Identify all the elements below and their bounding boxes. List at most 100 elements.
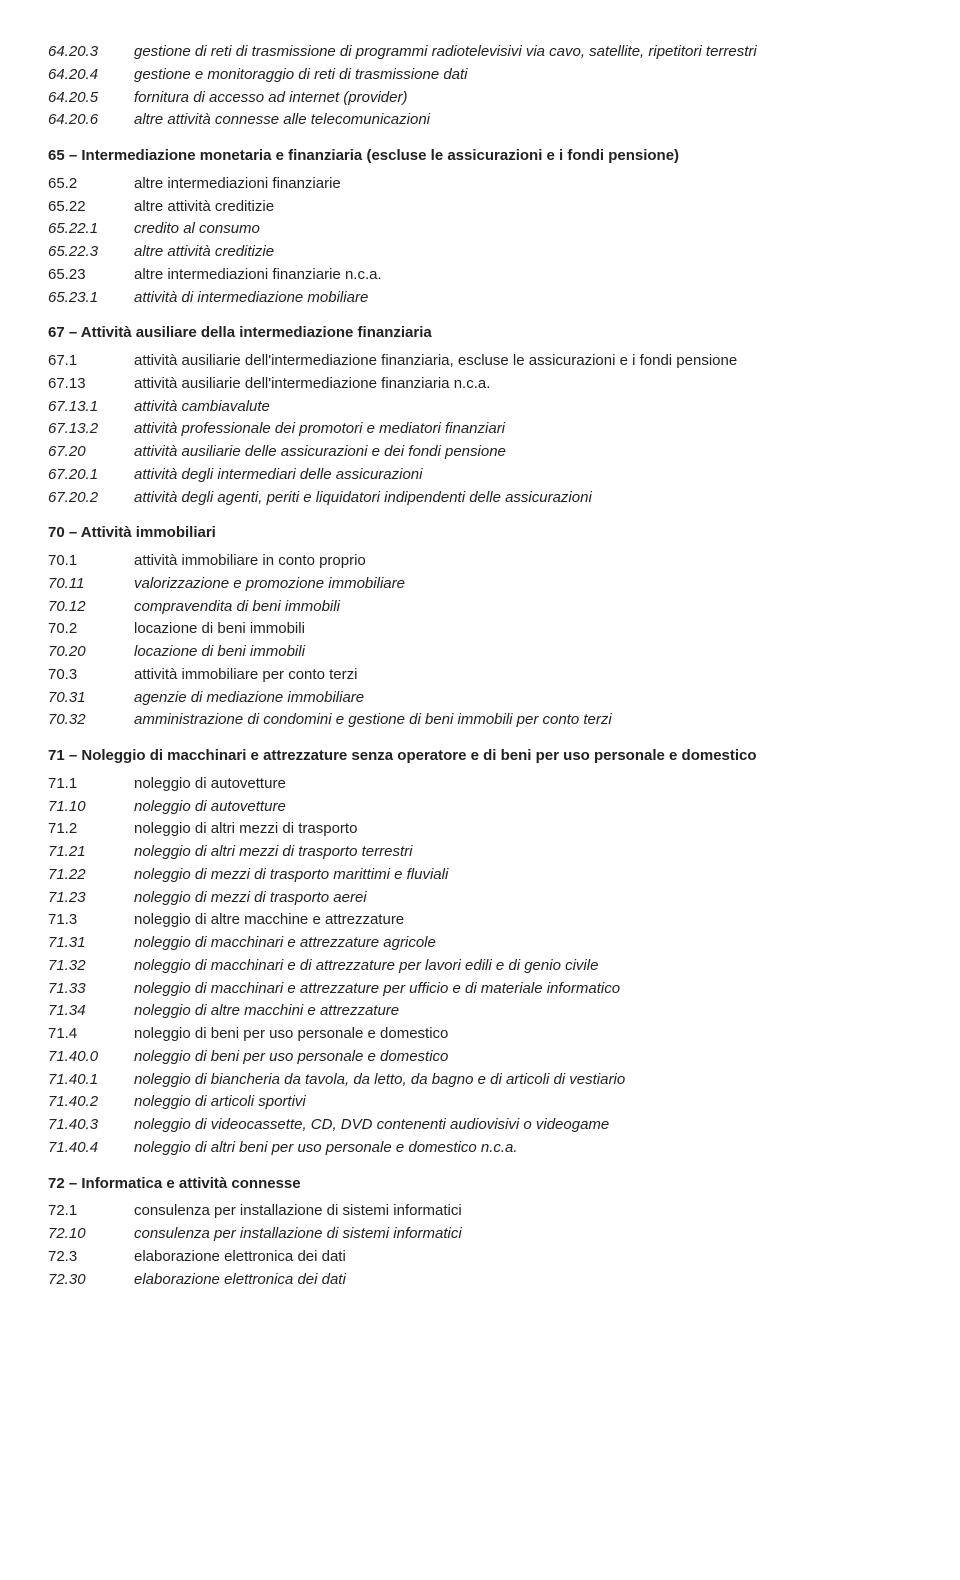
classification-code: 72.30: [48, 1269, 134, 1291]
classification-row: 65.22altre attività creditizie: [48, 196, 912, 218]
classification-desc: gestione di reti di trasmissione di prog…: [134, 41, 912, 63]
classification-row: 67.20.2attività degli agenti, periti e l…: [48, 487, 912, 509]
classification-code: 65.22.3: [48, 241, 134, 263]
classification-desc: attività ausiliarie delle assicurazioni …: [134, 441, 912, 463]
classification-code: 71.2: [48, 818, 134, 840]
classification-code: 71.40.0: [48, 1046, 134, 1068]
classification-desc: altre attività creditizie: [134, 241, 912, 263]
classification-row: 67.13attività ausiliarie dell'intermedia…: [48, 373, 912, 395]
section-heading: 70 – Attività immobiliari: [48, 522, 912, 544]
classification-desc: agenzie di mediazione immobiliare: [134, 687, 912, 709]
classification-row: 71.3 noleggio di altre macchine e attrez…: [48, 909, 912, 931]
classification-code: 67.20.2: [48, 487, 134, 509]
classification-code: 71.21: [48, 841, 134, 863]
classification-desc: noleggio di macchinari e attrezzature pe…: [134, 978, 912, 1000]
classification-desc: noleggio di macchinari e attrezzature ag…: [134, 932, 912, 954]
classification-code: 71.23: [48, 887, 134, 909]
classification-row: 67.13.1attività cambiavalute: [48, 396, 912, 418]
classification-row: 70.32amministrazione di condomini e gest…: [48, 709, 912, 731]
classification-desc: elaborazione elettronica dei dati: [134, 1246, 912, 1268]
classification-code: 65.2: [48, 173, 134, 195]
classification-desc: noleggio di altre macchini e attrezzatur…: [134, 1000, 912, 1022]
classification-code: 71.32: [48, 955, 134, 977]
classification-desc: altre intermediazioni finanziarie: [134, 173, 912, 195]
classification-row: 71.33noleggio di macchinari e attrezzatu…: [48, 978, 912, 1000]
classification-desc: noleggio di biancheria da tavola, da let…: [134, 1069, 912, 1091]
classification-code: 65.22.1: [48, 218, 134, 240]
classification-code: 67.13: [48, 373, 134, 395]
classification-row: 71.2noleggio di altri mezzi di trasporto: [48, 818, 912, 840]
document-body: 64.20.3gestione di reti di trasmissione …: [48, 41, 912, 1290]
classification-desc: noleggio di altri beni per uso personale…: [134, 1137, 912, 1159]
classification-row: 71.23 noleggio di mezzi di trasporto aer…: [48, 887, 912, 909]
classification-row: 70.2locazione di beni immobili: [48, 618, 912, 640]
classification-desc: elaborazione elettronica dei dati: [134, 1269, 912, 1291]
classification-desc: valorizzazione e promozione immobiliare: [134, 573, 912, 595]
classification-desc: noleggio di beni per uso personale e dom…: [134, 1023, 912, 1045]
classification-row: 67.20.1attività degli intermediari delle…: [48, 464, 912, 486]
classification-desc: noleggio di altri mezzi di trasporto: [134, 818, 912, 840]
classification-row: 70.20locazione di beni immobili: [48, 641, 912, 663]
classification-code: 71.4: [48, 1023, 134, 1045]
classification-desc: noleggio di altre macchine e attrezzatur…: [134, 909, 912, 931]
classification-row: 72.10consulenza per installazione di sis…: [48, 1223, 912, 1245]
classification-code: 70.11: [48, 573, 134, 595]
classification-desc: noleggio di altri mezzi di trasporto ter…: [134, 841, 912, 863]
classification-row: 65.23altre intermediazioni finanziarie n…: [48, 264, 912, 286]
classification-row: 70.3attività immobiliare per conto terzi: [48, 664, 912, 686]
classification-code: 64.20.4: [48, 64, 134, 86]
classification-row: 71.21noleggio di altri mezzi di trasport…: [48, 841, 912, 863]
classification-desc: attività degli intermediari delle assicu…: [134, 464, 912, 486]
classification-code: 67.20.1: [48, 464, 134, 486]
classification-code: 70.20: [48, 641, 134, 663]
classification-code: 70.31: [48, 687, 134, 709]
classification-row: 65.2altre intermediazioni finanziarie: [48, 173, 912, 195]
classification-row: 67.1attività ausiliarie dell'intermediaz…: [48, 350, 912, 372]
classification-row: 72.1consulenza per installazione di sist…: [48, 1200, 912, 1222]
classification-desc: noleggio di articoli sportivi: [134, 1091, 912, 1113]
classification-code: 72.10: [48, 1223, 134, 1245]
classification-desc: gestione e monitoraggio di reti di trasm…: [134, 64, 912, 86]
classification-code: 70.32: [48, 709, 134, 731]
classification-desc: credito al consumo: [134, 218, 912, 240]
classification-row: 65.22.3altre attività creditizie: [48, 241, 912, 263]
classification-desc: attività di intermediazione mobiliare: [134, 287, 912, 309]
classification-row: 71.40.3noleggio di videocassette, CD, DV…: [48, 1114, 912, 1136]
classification-code: 72.3: [48, 1246, 134, 1268]
classification-desc: attività immobiliare in conto proprio: [134, 550, 912, 572]
classification-code: 70.2: [48, 618, 134, 640]
classification-code: 70.12: [48, 596, 134, 618]
section-heading: 67 – Attività ausiliare della intermedia…: [48, 322, 912, 344]
classification-desc: noleggio di videocassette, CD, DVD conte…: [134, 1114, 912, 1136]
classification-code: 71.3: [48, 909, 134, 931]
classification-row: 70.11valorizzazione e promozione immobil…: [48, 573, 912, 595]
classification-row: 71.32noleggio di macchinari e di attrezz…: [48, 955, 912, 977]
classification-desc: locazione di beni immobili: [134, 641, 912, 663]
classification-row: 70.1attività immobiliare in conto propri…: [48, 550, 912, 572]
classification-row: 64.20.4gestione e monitoraggio di reti d…: [48, 64, 912, 86]
classification-desc: attività cambiavalute: [134, 396, 912, 418]
classification-desc: noleggio di mezzi di trasporto aerei: [134, 887, 912, 909]
classification-desc: fornitura di accesso ad internet (provid…: [134, 87, 912, 109]
classification-row: 71.40.4noleggio di altri beni per uso pe…: [48, 1137, 912, 1159]
classification-desc: amministrazione di condomini e gestione …: [134, 709, 912, 731]
classification-desc: noleggio di macchinari e di attrezzature…: [134, 955, 912, 977]
classification-row: 71.4noleggio di beni per uso personale e…: [48, 1023, 912, 1045]
classification-row: 70.31agenzie di mediazione immobiliare: [48, 687, 912, 709]
classification-code: 72.1: [48, 1200, 134, 1222]
classification-code: 65.23: [48, 264, 134, 286]
classification-row: 71.40.0noleggio di beni per uso personal…: [48, 1046, 912, 1068]
classification-row: 71.31noleggio di macchinari e attrezzatu…: [48, 932, 912, 954]
classification-desc: noleggio di mezzi di trasporto marittimi…: [134, 864, 912, 886]
classification-row: 64.20.3gestione di reti di trasmissione …: [48, 41, 912, 63]
classification-desc: attività ausiliarie dell'intermediazione…: [134, 350, 912, 372]
classification-desc: noleggio di beni per uso personale e dom…: [134, 1046, 912, 1068]
classification-row: 72.30elaborazione elettronica dei dati: [48, 1269, 912, 1291]
classification-row: 71.34noleggio di altre macchini e attrez…: [48, 1000, 912, 1022]
classification-code: 67.20: [48, 441, 134, 463]
classification-desc: altre intermediazioni finanziarie n.c.a.: [134, 264, 912, 286]
classification-row: 67.20attività ausiliarie delle assicuraz…: [48, 441, 912, 463]
classification-row: 71.1noleggio di autovetture: [48, 773, 912, 795]
classification-desc: locazione di beni immobili: [134, 618, 912, 640]
classification-row: 64.20.5fornitura di accesso ad internet …: [48, 87, 912, 109]
